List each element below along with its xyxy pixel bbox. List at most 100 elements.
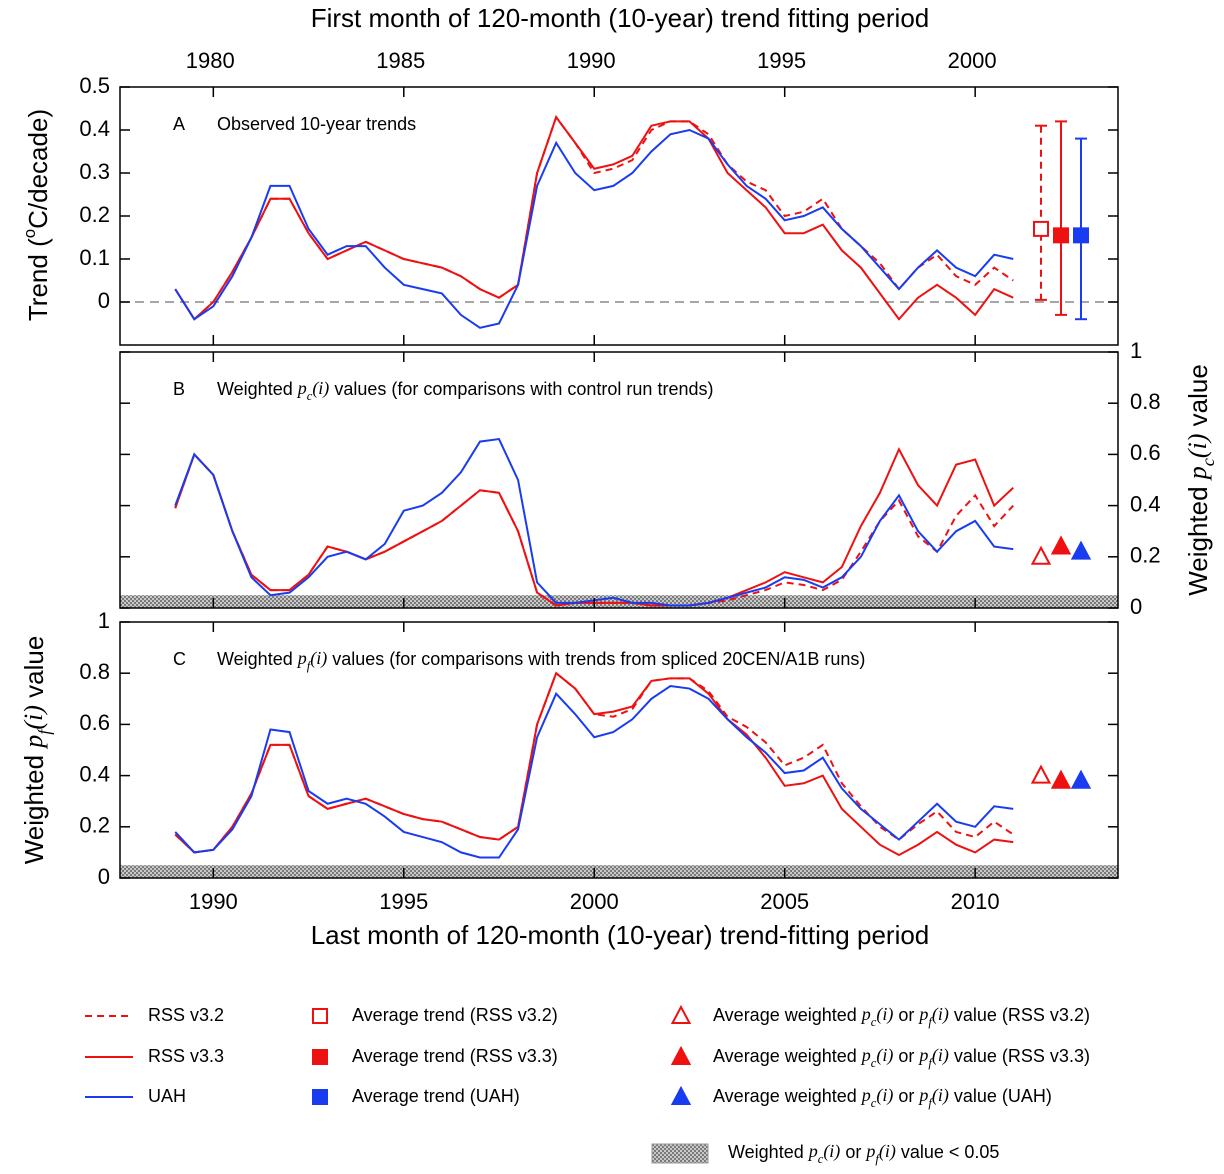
text-part: Weighted: [1183, 479, 1213, 596]
panel-frame: [119, 621, 1119, 879]
legend-label: Average trend (RSS v3.2): [352, 1005, 558, 1025]
text-part: c: [871, 1056, 877, 1070]
y-tick-label: 0.1: [79, 245, 110, 270]
text-part: c: [871, 1015, 877, 1029]
significance-band: [120, 865, 1118, 878]
legend-marker: [670, 1085, 692, 1105]
text-part: value: [1183, 364, 1213, 433]
marker-triangle: [1050, 535, 1072, 555]
marker-square: [1033, 220, 1049, 237]
text-part: Trend (: [23, 238, 53, 321]
legend-label: Average weighted pc(i) or pf(i) value (R…: [713, 1004, 1090, 1029]
legend-label: Average trend (UAH): [352, 1086, 520, 1106]
y-tick-label: 0.2: [79, 813, 110, 838]
text-part: or: [893, 1005, 919, 1025]
text-part: Weighted: [728, 1142, 809, 1162]
text-part: value (RSS v3.2): [949, 1005, 1090, 1025]
text-part: value (RSS v3.3): [949, 1046, 1090, 1066]
marker-triangle: [1050, 769, 1072, 789]
y-tick-label: 0.2: [79, 202, 110, 227]
text-part: p: [917, 1045, 928, 1065]
text-part: f: [307, 659, 312, 673]
y-tick-label: 1: [98, 608, 110, 633]
text-part: (i): [876, 1045, 893, 1066]
series-line: [174, 446, 1014, 607]
legend-marker: [312, 1089, 328, 1105]
text-part: f: [875, 1152, 880, 1166]
y-tick-label: 0.8: [1130, 389, 1161, 414]
legend-label: RSS v3.3: [148, 1046, 224, 1066]
text-part: Average weighted: [713, 1046, 862, 1066]
x-tick-label: 2010: [951, 889, 1000, 914]
text-part: or: [893, 1086, 919, 1106]
text-part: p: [860, 1045, 871, 1065]
marker-triangle: [1030, 545, 1052, 565]
text-part: c: [1198, 458, 1218, 466]
series-line: [174, 114, 1014, 321]
text-part: p: [917, 1004, 928, 1024]
text-part: (i): [19, 705, 48, 730]
y-axis-title: Weighted pf(i) value: [19, 636, 54, 865]
text-part: o: [20, 229, 39, 238]
text-part: (i): [312, 378, 329, 399]
text-part: c: [871, 1096, 877, 1110]
text-part: p: [1183, 466, 1212, 481]
x-tick-label: 2005: [760, 889, 809, 914]
y-tick-label: 0.5: [79, 73, 110, 98]
text-part: (i): [879, 1141, 896, 1162]
y-tick-label: 0.6: [1130, 440, 1161, 465]
text-part: p: [860, 1004, 871, 1024]
text-part: (i): [1183, 434, 1212, 459]
x-tick-label: 1990: [189, 889, 238, 914]
text-part: f: [34, 727, 54, 735]
legend-marker: [670, 1004, 692, 1024]
top-axis-title: First month of 120-month (10-year) trend…: [311, 3, 930, 33]
text-part: (i): [932, 1045, 949, 1066]
panel-title: Weighted pc(i) values (for comparisons w…: [217, 378, 713, 403]
text-part: Average weighted: [713, 1086, 862, 1106]
text-part: f: [928, 1015, 933, 1029]
text-part: (i): [823, 1141, 840, 1162]
legend-label: Weighted pc(i) or pf(i) value < 0.05: [728, 1141, 999, 1166]
marker-triangle: [1070, 540, 1092, 560]
text-part: p: [296, 648, 307, 668]
y-tick-label: 1: [1130, 338, 1142, 363]
x-tick-label: 1995: [379, 889, 428, 914]
text-part: value < 0.05: [896, 1142, 1000, 1162]
text-part: value (UAH): [949, 1086, 1052, 1106]
series-line: [174, 671, 1014, 854]
y-tick-label: 0: [98, 288, 110, 313]
legend-marker: [312, 1008, 328, 1024]
legend-marker: [312, 1049, 328, 1065]
panel-title: Weighted pf(i) values (for comparisons w…: [217, 648, 865, 673]
y-axis-title: Trend (oC/decade): [20, 109, 53, 321]
legend-swatch: [651, 1143, 709, 1164]
text-part: (i): [876, 1004, 893, 1025]
text-part: values (for comparisons with trends from…: [327, 649, 865, 669]
text-part: Weighted: [217, 649, 298, 669]
legend-label: Average weighted pc(i) or pf(i) value (R…: [713, 1045, 1090, 1070]
y-axis-title: Weighted pc(i) value: [1183, 364, 1218, 596]
panel-label: C: [173, 649, 186, 669]
legend-marker: [670, 1045, 692, 1065]
series-line: [174, 128, 1014, 329]
y-tick-label: 0.2: [1130, 543, 1161, 568]
legend-label: Average trend (RSS v3.3): [352, 1046, 558, 1066]
text-part: p: [296, 378, 307, 398]
text-part: p: [19, 735, 48, 750]
panel-frame: [119, 351, 1119, 609]
text-part: Weighted: [19, 748, 49, 865]
legend-label: Average weighted pc(i) or pf(i) value (U…: [713, 1085, 1052, 1110]
legend-label: UAH: [148, 1086, 186, 1106]
bottom-axis-title: Last month of 120-month (10-year) trend-…: [311, 920, 930, 950]
marker-triangle: [1070, 769, 1092, 789]
text-part: c: [307, 389, 313, 403]
top-tick-label: 1990: [567, 48, 616, 73]
marker-square: [1073, 227, 1089, 244]
top-tick-label: 1995: [757, 48, 806, 73]
text-part: values (for comparisons with control run…: [329, 379, 713, 399]
panel-label: A: [173, 114, 185, 134]
text-part: or: [840, 1142, 866, 1162]
top-tick-label: 2000: [948, 48, 997, 73]
